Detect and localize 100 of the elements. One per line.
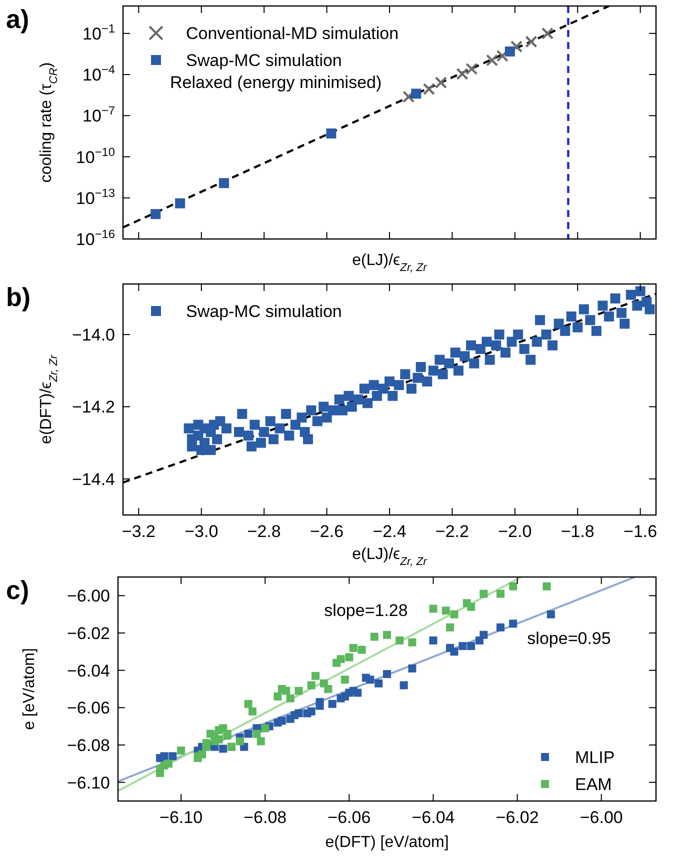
x-tick-label: −2.0 — [498, 522, 532, 541]
x-axis-title: e(DFT) [eV/atom] — [325, 834, 449, 851]
legend-label: Conventional-MD simulation — [186, 24, 399, 43]
point — [486, 54, 498, 66]
annotation: slope=0.95 — [527, 629, 611, 648]
point — [248, 707, 256, 716]
x-tick-label: −6.10 — [160, 808, 203, 827]
y-tick-label: 10$^{−7}$ — [82, 104, 116, 126]
legend-label: MLIP — [575, 748, 615, 767]
point — [411, 88, 422, 99]
point — [366, 676, 374, 684]
point — [358, 646, 366, 654]
point — [509, 620, 518, 628]
point — [467, 642, 476, 650]
point — [546, 610, 555, 618]
point — [504, 46, 515, 56]
point — [496, 50, 508, 62]
point — [218, 178, 229, 188]
point — [278, 716, 286, 725]
point — [510, 40, 523, 53]
point — [354, 688, 362, 697]
y-tick-label: −6.04 — [66, 661, 110, 680]
point — [236, 737, 244, 746]
point — [467, 602, 476, 611]
point — [150, 209, 161, 220]
point — [370, 632, 378, 641]
x-tick-label: −2.2 — [435, 522, 469, 541]
point — [496, 623, 504, 632]
point — [294, 709, 303, 718]
point — [336, 655, 345, 664]
point — [446, 623, 454, 632]
y-tick-label: −14.4 — [72, 470, 115, 489]
point — [429, 604, 438, 613]
y-tick-label: −6.00 — [66, 586, 110, 606]
point — [219, 744, 228, 753]
point — [244, 700, 252, 708]
y-tick-label: 10$^{−4}$ — [82, 62, 116, 85]
point — [286, 694, 294, 702]
annotation: slope=1.28 — [324, 601, 408, 620]
point — [458, 642, 467, 650]
y-tick-label: 10$^{−13}$ — [76, 186, 116, 208]
point — [383, 630, 391, 639]
x-tick-label: −2.4 — [372, 522, 406, 541]
point — [326, 128, 336, 138]
point — [256, 737, 265, 746]
y-tick-label: 10$^{−10}$ — [76, 144, 116, 167]
point — [345, 653, 354, 662]
point — [160, 752, 168, 760]
point — [307, 707, 316, 716]
x-tick-label: −6.00 — [580, 808, 623, 827]
point — [383, 670, 391, 678]
chart-title: c) — [6, 575, 30, 605]
point — [198, 750, 206, 758]
x-tick-label: −1.8 — [560, 522, 594, 541]
legend-label: EAM — [575, 775, 612, 794]
point — [400, 681, 408, 690]
point — [175, 198, 186, 208]
y-tick-label: 10$^{−1}$ — [82, 21, 116, 44]
x-tick-label: −6.06 — [328, 808, 371, 827]
y-tick-label: −6.06 — [66, 698, 110, 718]
point — [402, 90, 415, 103]
legend-label: Swap-MC simulation — [186, 302, 342, 321]
y-tick-label: 10$^{−16}$ — [76, 227, 116, 249]
point — [456, 68, 468, 80]
point — [274, 692, 282, 700]
point — [450, 648, 458, 656]
point — [434, 76, 448, 89]
x-tick-label: −2.8 — [247, 522, 281, 541]
x-tick-label: −1.6 — [624, 522, 658, 541]
point — [168, 752, 177, 760]
point — [496, 590, 504, 598]
legend-label: Swap-MC simulation — [186, 51, 342, 70]
y-tick-label: −14.0 — [72, 326, 115, 345]
x-tick-label: −6.08 — [244, 808, 287, 827]
point — [542, 582, 551, 590]
point — [349, 644, 358, 652]
point — [324, 685, 332, 693]
x-tick-label: −2.6 — [310, 522, 344, 541]
point — [422, 82, 436, 96]
point — [509, 582, 518, 590]
point — [340, 676, 349, 684]
y-tick-label: −6.02 — [66, 624, 110, 643]
point — [316, 698, 324, 706]
point — [307, 681, 316, 690]
point — [164, 760, 172, 768]
point — [396, 636, 404, 644]
y-tick-label: −6.08 — [66, 736, 110, 755]
point — [261, 724, 270, 732]
point — [408, 638, 416, 646]
point — [282, 686, 290, 695]
point — [177, 746, 186, 755]
chart-title: b) — [6, 282, 31, 312]
chart-title: a) — [6, 4, 30, 34]
x-tick-label: −6.04 — [412, 808, 455, 827]
point — [156, 769, 164, 777]
x-axis-title: e(LJ)/ϵ$_{Zr, Zr}$ — [352, 546, 428, 568]
x-tick-label: −3.0 — [184, 522, 218, 541]
point — [328, 700, 336, 708]
point — [480, 590, 488, 598]
x-tick-label: −3.2 — [122, 522, 156, 541]
